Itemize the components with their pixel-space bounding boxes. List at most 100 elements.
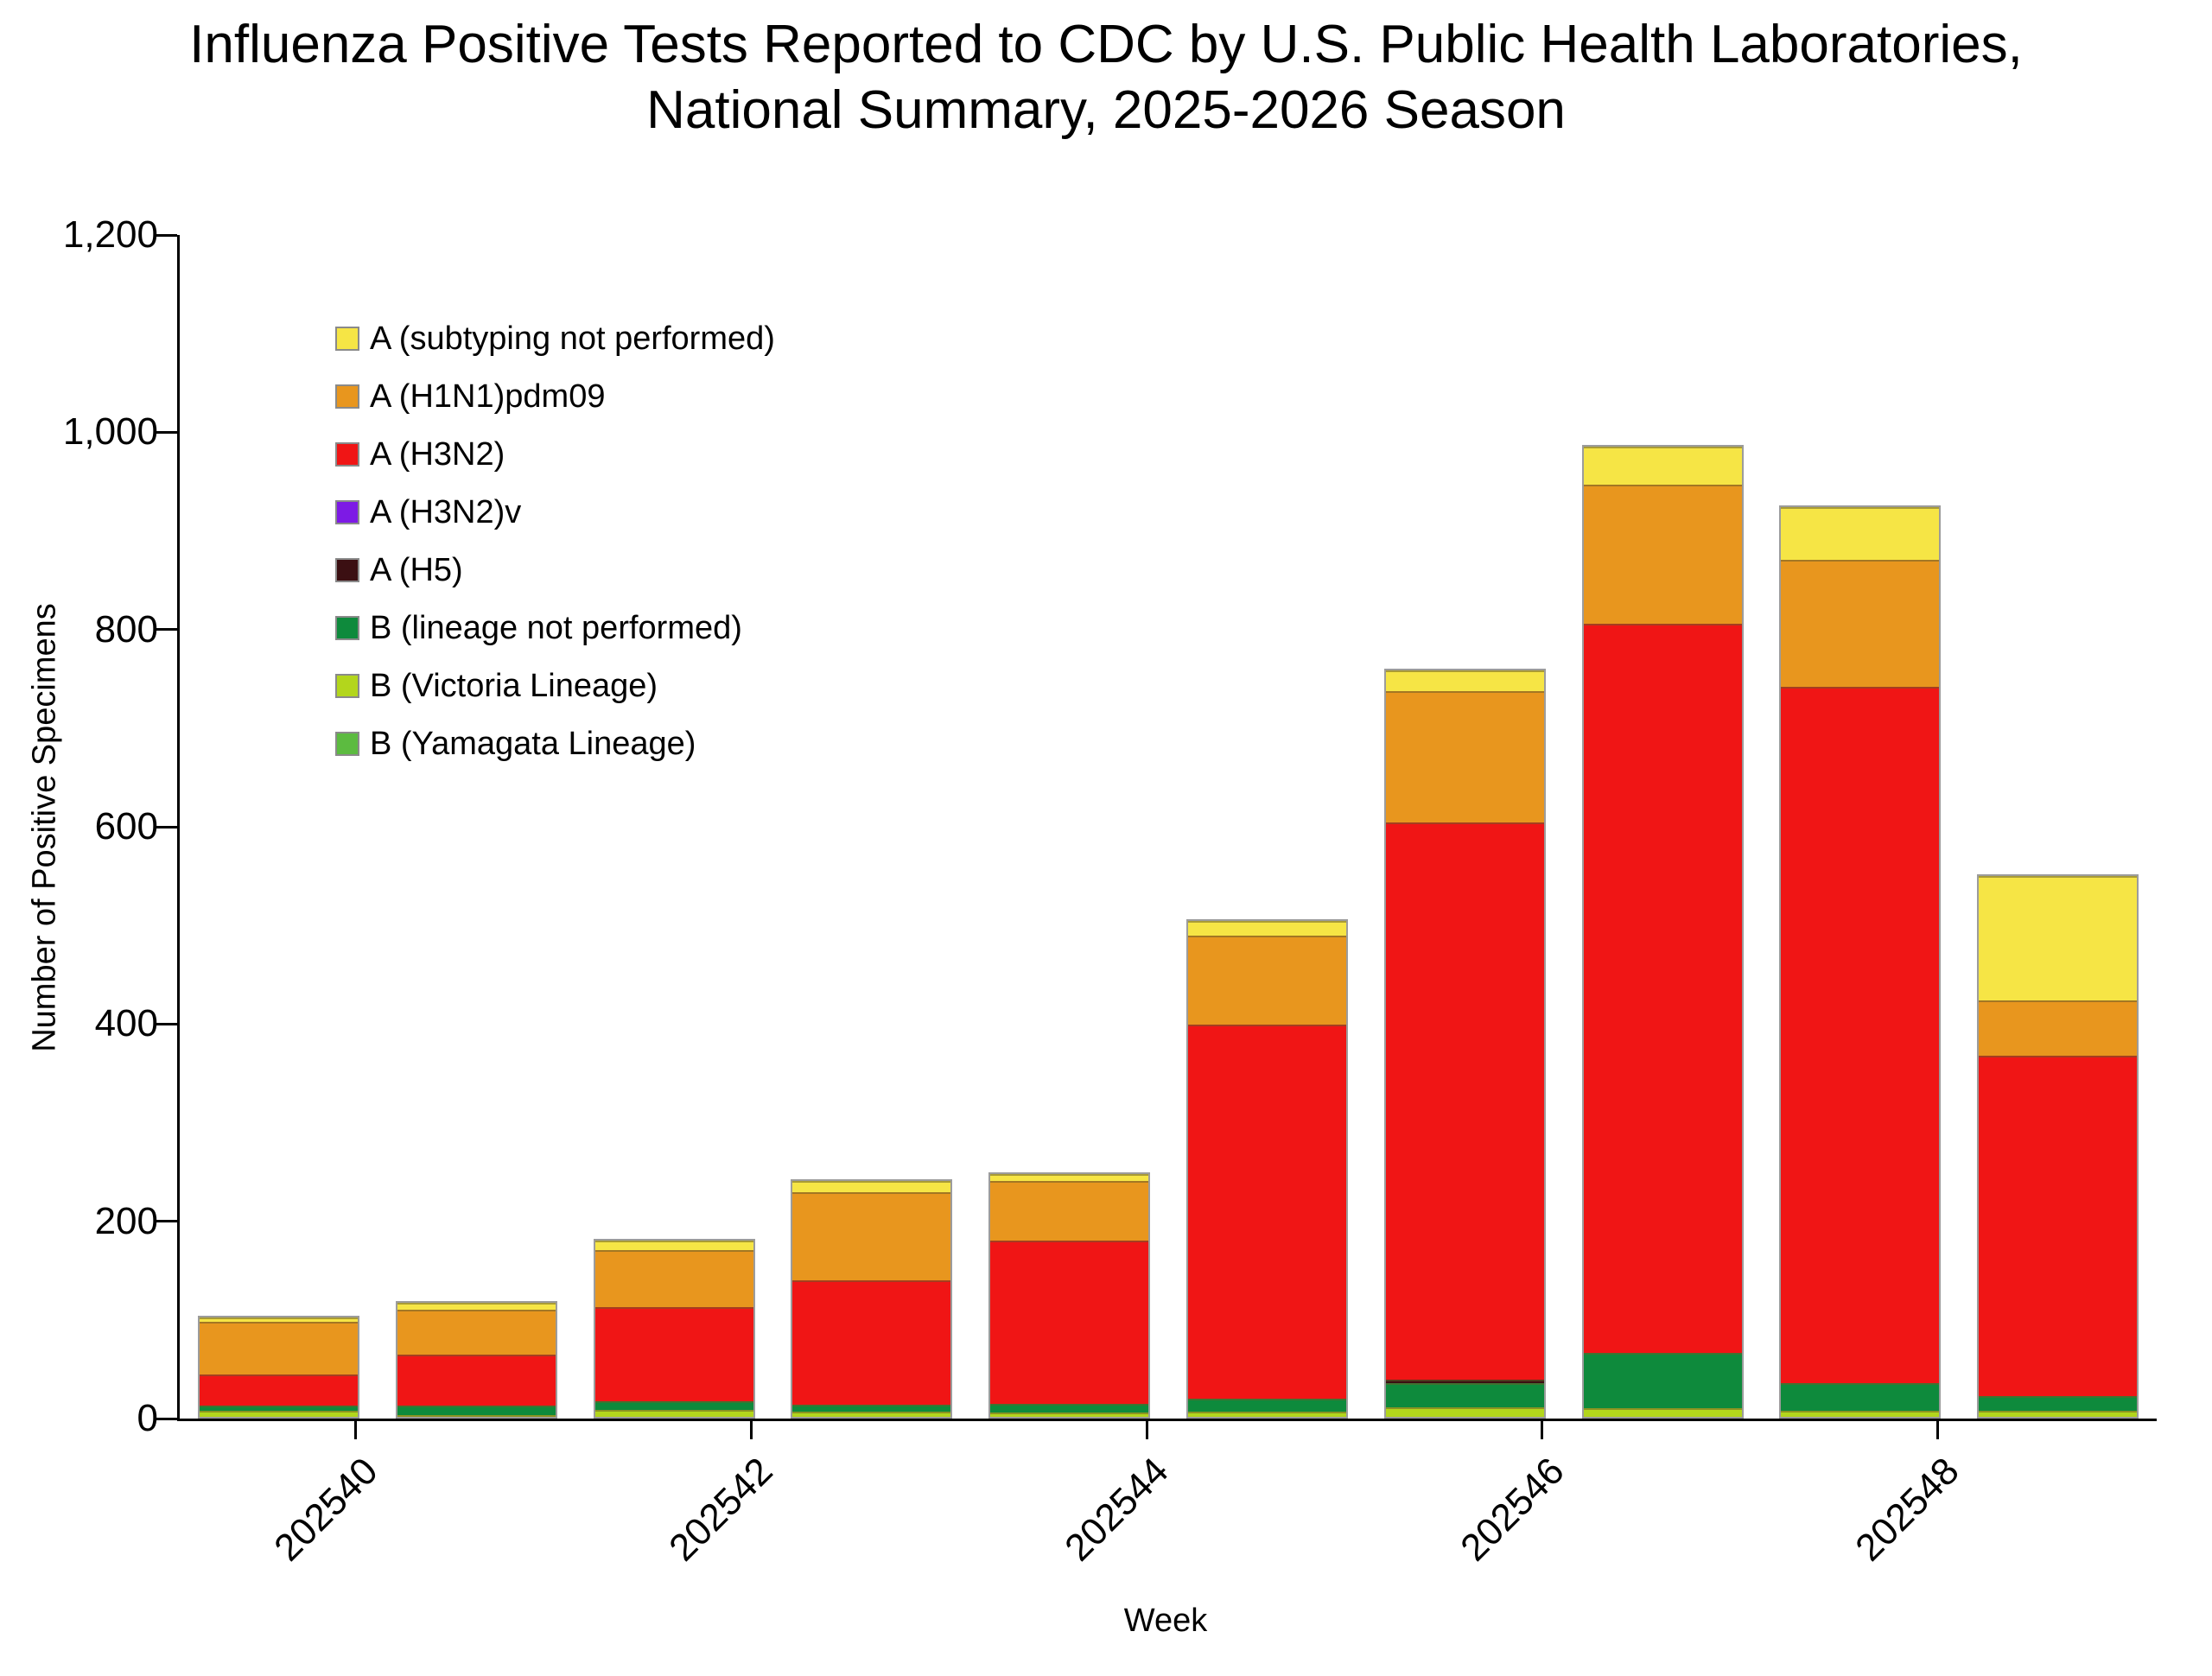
y-tick xyxy=(156,1220,177,1223)
bar-segment xyxy=(1385,1379,1544,1384)
bar-segment xyxy=(1385,1406,1544,1417)
bar-segment xyxy=(1187,1412,1346,1417)
bar-segment xyxy=(199,1322,358,1374)
bar-segment xyxy=(397,1354,556,1406)
legend-item: B (Victoria Lineage) xyxy=(335,667,775,704)
x-tick xyxy=(1541,1419,1544,1439)
bar-segment xyxy=(594,1410,753,1417)
chart-title-line1: Influenza Positive Tests Reported to CDC… xyxy=(189,15,2023,74)
bar-segment xyxy=(1781,1383,1940,1412)
bar-segment xyxy=(594,1307,753,1401)
legend-item: B (Yamagata Lineage) xyxy=(335,726,775,762)
bar-segment xyxy=(990,1404,1149,1413)
bar-week-202549 xyxy=(1977,874,2139,1419)
bar-segment xyxy=(1781,687,1940,1384)
bar-week-202540 xyxy=(197,1315,359,1419)
y-tick-label: 1,200 xyxy=(62,213,158,256)
y-tick-label: 400 xyxy=(94,1002,158,1045)
y-tick xyxy=(156,1022,177,1025)
legend-swatch xyxy=(335,327,359,351)
bar-week-202546 xyxy=(1383,668,1546,1419)
legend-label: A (H3N2)v xyxy=(370,493,522,530)
legend-item: A (H3N2) xyxy=(335,435,775,473)
bar-segment xyxy=(990,1181,1149,1241)
y-tick xyxy=(156,628,177,632)
bar-segment xyxy=(397,1405,556,1415)
legend-swatch xyxy=(335,616,359,640)
y-tick-label: 200 xyxy=(94,1199,158,1242)
bar-segment xyxy=(1979,876,2138,1001)
bar-segment xyxy=(1979,1056,2138,1397)
legend-swatch xyxy=(335,384,359,409)
bar-segment xyxy=(990,1174,1149,1182)
bar-segment xyxy=(199,1406,358,1412)
bar-segment xyxy=(199,1317,358,1323)
bar-segment xyxy=(1979,1396,2138,1412)
bar-segment xyxy=(1187,935,1346,1025)
bar-segment xyxy=(1583,485,1742,625)
bar-segment xyxy=(1979,1000,2138,1057)
bar-segment xyxy=(397,1415,556,1417)
bar-segment xyxy=(397,1309,556,1355)
legend-swatch xyxy=(335,442,359,467)
y-tick xyxy=(156,1417,177,1420)
legend-label: B (Victoria Lineage) xyxy=(370,667,658,704)
legend-label: A (H5) xyxy=(370,551,463,588)
x-tick-label: 202544 xyxy=(1057,1450,1177,1570)
bar-segment xyxy=(1583,1407,1742,1417)
legend-item: A (H1N1)pdm09 xyxy=(335,378,775,415)
x-tick-label: 202548 xyxy=(1847,1450,1967,1570)
x-tick-label: 202546 xyxy=(1452,1450,1573,1570)
bar-segment xyxy=(792,1181,951,1192)
x-tick xyxy=(1145,1419,1148,1439)
legend-label: A (H3N2) xyxy=(370,435,505,473)
legend-item: A (H5) xyxy=(335,551,775,588)
bar-segment xyxy=(792,1191,951,1281)
bar-segment xyxy=(1781,1411,1940,1417)
legend-label: A (subtyping not performed) xyxy=(370,320,775,357)
legend-swatch xyxy=(335,500,359,524)
y-tick-label: 600 xyxy=(94,805,158,848)
bar-segment xyxy=(1979,1411,2138,1417)
bar-week-202544 xyxy=(988,1172,1151,1419)
bar-week-202541 xyxy=(395,1300,557,1419)
legend-label: B (lineage not performed) xyxy=(370,609,742,646)
bar-segment xyxy=(1781,559,1940,688)
x-tick xyxy=(354,1419,358,1439)
bar-week-202542 xyxy=(593,1238,755,1419)
x-tick xyxy=(749,1419,753,1439)
y-tick xyxy=(156,430,177,434)
bar-segment xyxy=(1187,920,1346,936)
x-tick-label: 202542 xyxy=(661,1450,782,1570)
bar-segment xyxy=(1385,1383,1544,1407)
chart-title-line2: National Summary, 2025-2026 Season xyxy=(646,79,1566,140)
legend-item: A (H3N2)v xyxy=(335,493,775,530)
x-tick xyxy=(1936,1419,1939,1439)
legend-swatch xyxy=(335,558,359,582)
legend-label: A (H1N1)pdm09 xyxy=(370,378,606,415)
y-tick xyxy=(156,825,177,828)
chart-title: Influenza Positive Tests Reported to CDC… xyxy=(0,12,2212,143)
bar-segment xyxy=(990,1240,1149,1405)
bar-segment xyxy=(397,1302,556,1310)
legend: A (subtyping not performed) A (H1N1)pdm09… xyxy=(335,320,775,762)
bar-segment xyxy=(792,1412,951,1417)
bar-segment xyxy=(1583,624,1742,1353)
legend-swatch xyxy=(335,674,359,698)
bar-segment xyxy=(199,1411,358,1417)
bar-week-202545 xyxy=(1185,918,1348,1419)
bar-segment xyxy=(1385,690,1544,822)
x-axis-title: Week xyxy=(1123,1603,1208,1639)
bar-segment xyxy=(1187,1024,1346,1400)
bar-segment xyxy=(792,1280,951,1406)
bar-segment xyxy=(990,1413,1149,1417)
legend-item: B (lineage not performed) xyxy=(335,609,775,646)
y-tick-label: 0 xyxy=(137,1397,158,1439)
plot-area: 0 200 400 600 800 1,000 1,200 202540 202542 2025… xyxy=(63,213,2157,1569)
bar-segment xyxy=(1385,670,1544,691)
bar-segment xyxy=(1583,1352,1742,1408)
x-tick-label: 202540 xyxy=(265,1450,386,1570)
bar-segment xyxy=(594,1250,753,1308)
legend-swatch xyxy=(335,732,359,756)
